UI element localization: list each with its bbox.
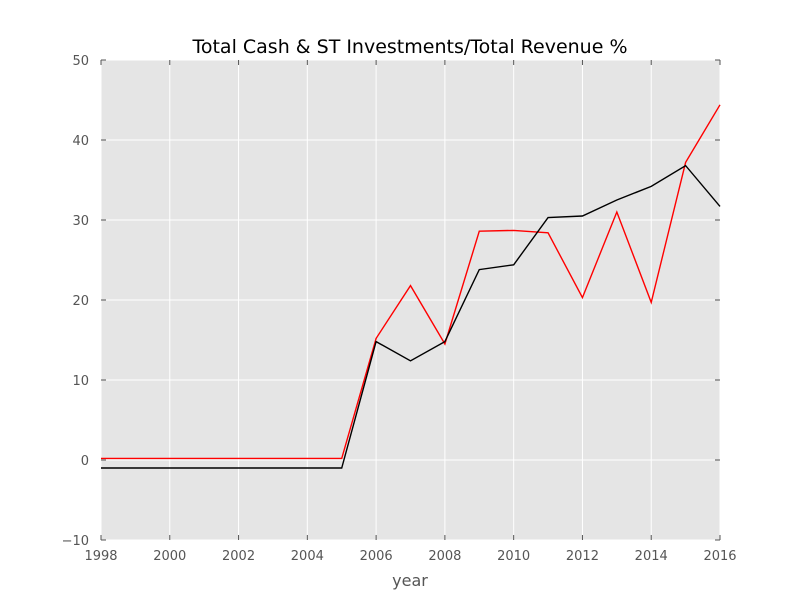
x-tick-label: 2000 — [153, 549, 186, 564]
y-tick-label: 50 — [72, 54, 89, 69]
x-tick-label: 2010 — [497, 549, 530, 564]
series-line-1 — [101, 104, 721, 460]
axis-ticks: 1998 2000 2002 2004 2006 2008 2010 2012 2014 2016… — [62, 54, 737, 564]
y-tick-label: 30 — [72, 214, 89, 229]
x-tick-label: 2002 — [222, 549, 255, 564]
x-axis-label: year — [392, 571, 428, 590]
x-tick-label: 2014 — [635, 549, 668, 564]
y-tick-label: 40 — [72, 134, 89, 149]
x-tick-label: 2012 — [566, 549, 599, 564]
series-line-2 — [101, 164, 721, 469]
y-tick-label: 10 — [72, 374, 89, 389]
y-tick-label: 20 — [72, 294, 89, 309]
x-tick-label: 2008 — [428, 549, 461, 564]
x-tick-label: 1998 — [84, 549, 117, 564]
series-lines — [101, 104, 721, 469]
y-tick-label: −10 — [62, 534, 89, 549]
x-tick-label: 2006 — [360, 549, 393, 564]
x-tick-label: 2016 — [703, 549, 736, 564]
y-tick-label: 0 — [81, 454, 89, 469]
chart-title: Total Cash & ST Investments/Total Revenu… — [191, 36, 627, 58]
x-tick-label: 2004 — [291, 549, 324, 564]
